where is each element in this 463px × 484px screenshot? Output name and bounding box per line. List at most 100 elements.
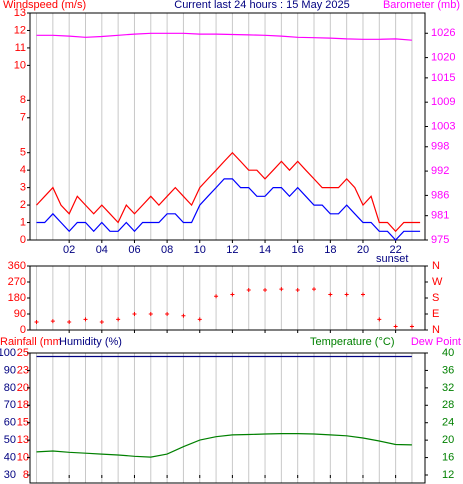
x-tick-label: 14 — [259, 244, 271, 256]
y3ticks-label: 20 — [17, 382, 29, 394]
direction-point — [67, 320, 72, 324]
y2ticks-label: 992 — [431, 165, 449, 177]
plot-frame — [29, 265, 426, 331]
yticks-label: 80 — [4, 382, 16, 394]
direction-point — [246, 288, 251, 292]
x-tick-label: 22 — [389, 244, 401, 256]
direction-point — [344, 292, 349, 297]
yticks-label: 30 — [4, 469, 16, 481]
direction-point — [312, 287, 317, 292]
y2ticks-label: E — [432, 308, 439, 320]
direction-point — [279, 287, 284, 292]
y2ticks-label: 20 — [442, 434, 454, 446]
yticks-label: 270 — [8, 276, 26, 288]
y2ticks-label: N — [432, 260, 440, 272]
y2ticks-label: 1003 — [431, 120, 455, 132]
series-line — [36, 151, 421, 233]
y3ticks-label: 18 — [17, 399, 29, 411]
direction-point — [377, 317, 382, 322]
y2ticks-label: 40 — [442, 347, 454, 359]
direction-point — [34, 320, 39, 324]
plot-frame — [29, 12, 426, 241]
x-tick-label: 20 — [357, 244, 369, 256]
yticks-label: 8 — [20, 94, 26, 106]
series-line — [36, 433, 412, 458]
yticks-label: 50 — [4, 434, 16, 446]
direction-point — [197, 317, 202, 322]
yticks-label: 3 — [20, 182, 26, 194]
direction-point — [181, 313, 186, 318]
direction-point — [295, 288, 300, 292]
yticks-label: 10 — [14, 59, 26, 71]
yticks-label: 40 — [4, 451, 16, 463]
y2ticks-label: 28 — [442, 399, 454, 411]
y2ticks-label: 16 — [442, 451, 454, 463]
yticks-label: 100 — [0, 347, 16, 359]
chart-title: Current last 24 hours : 15 May 2025 — [174, 0, 349, 11]
x-tick-label: 06 — [128, 244, 140, 256]
direction-point — [116, 317, 121, 322]
x-tick-label: 08 — [161, 244, 173, 256]
rain-axis-title: Rainfall (mm — [0, 336, 62, 348]
yticks-label: 0 — [20, 324, 26, 336]
direction-point — [99, 320, 104, 324]
yticks-label: 13 — [14, 7, 26, 19]
yticks-label: 70 — [4, 399, 16, 411]
y2ticks-label: 32 — [442, 382, 454, 394]
direction-point — [360, 292, 365, 297]
yticks-label: 2 — [20, 199, 26, 211]
y3ticks-label: 15 — [17, 417, 29, 429]
direction-point — [83, 317, 88, 322]
yticks-label: 1 — [20, 216, 26, 228]
y2ticks-label: 975 — [431, 234, 449, 246]
x-tick-label: 16 — [292, 244, 304, 256]
direction-point — [165, 312, 170, 316]
yticks-label: 360 — [8, 260, 26, 272]
direction-point — [132, 312, 137, 316]
x-tick-label: 10 — [194, 244, 206, 256]
series-line — [36, 32, 412, 41]
yticks-label: 12 — [14, 24, 26, 36]
y2ticks-label: 36 — [442, 364, 454, 376]
x-tick-label: 02 — [63, 244, 75, 256]
wind-axis-title: Windspeed (m/s) — [3, 0, 86, 11]
dewpoint-axis-title: Dew Point — [411, 336, 461, 348]
x-tick-label: 04 — [96, 244, 108, 256]
direction-point — [214, 294, 219, 299]
y3ticks-label: 10 — [17, 451, 29, 463]
y3ticks-label: 25 — [17, 347, 29, 359]
y2ticks-label: 24 — [442, 417, 454, 429]
temperature-axis-title: Temperature (°C) — [310, 336, 394, 348]
series-line — [36, 178, 421, 241]
humidity-axis-title: Humidity (%) — [59, 336, 122, 348]
x-tick-label: 18 — [324, 244, 336, 256]
direction-point — [230, 292, 235, 297]
direction-point — [50, 319, 55, 324]
x-tick-label: 12 — [226, 244, 238, 256]
sunset-label: sunset — [376, 253, 408, 265]
y3ticks-label: 13 — [17, 434, 29, 446]
plot-frame — [29, 352, 426, 484]
y2ticks-label: 998 — [431, 141, 449, 153]
yticks-label: 0 — [20, 234, 26, 246]
baro-axis-title: Barometer (mb) — [383, 0, 460, 11]
y2ticks-label: 1020 — [431, 51, 455, 63]
yticks-label: 90 — [14, 308, 26, 320]
y2ticks-label: S — [432, 292, 439, 304]
yticks-label: 5 — [20, 147, 26, 159]
yticks-label: 60 — [4, 417, 16, 429]
direction-point — [328, 292, 333, 297]
y2ticks-label: 1015 — [431, 72, 455, 84]
direction-point — [409, 324, 414, 329]
y2ticks-label: 1026 — [431, 27, 455, 39]
y3ticks-label: 23 — [17, 364, 29, 376]
y2ticks-label: 12 — [442, 469, 454, 481]
direction-point — [263, 288, 268, 292]
yticks-label: 4 — [20, 164, 26, 176]
yticks-label: 11 — [15, 42, 26, 54]
y2ticks-label: 1009 — [431, 96, 455, 108]
y3ticks-label: 8 — [23, 469, 29, 481]
direction-point — [148, 312, 153, 316]
yticks-label: 7 — [20, 112, 26, 124]
